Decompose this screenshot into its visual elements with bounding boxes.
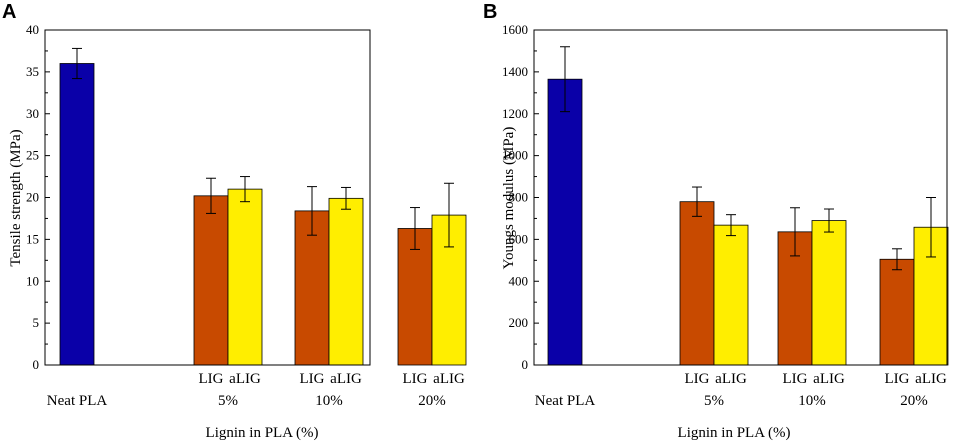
y-tick-label: 1600 [502,22,528,37]
bar-sublabel: LIG [300,371,325,387]
group-label: 20% [418,393,446,409]
bar-sublabel: aLIG [915,371,947,387]
group-label: 10% [798,393,826,409]
bar [193,195,229,366]
y-tick-label: 400 [509,273,529,288]
y-tick-label: 15 [26,231,39,246]
x-axis-title: Lignin in PLA (%) [678,425,791,441]
bar [59,63,95,366]
y-tick-label: 1000 [502,148,528,163]
panel-letter: A [2,1,16,23]
panel-a: A 0 5 10 15 20 25 30 35 40 Tensile strength (MPa) N… [2,1,467,441]
y-tick-label: 10 [26,273,39,288]
bar-sublabel: LIG [685,371,710,387]
y-tick-label: 35 [26,64,39,79]
y-tick-label: 5 [33,315,40,330]
y-axis-title: Youngs modulus (MPa) [501,127,517,270]
bar-sublabel: LIG [403,371,428,387]
bar-sublabel: aLIG [433,371,465,387]
bar-sublabel: aLIG [813,371,845,387]
bar [547,78,583,366]
y-tick-label: 1400 [502,64,528,79]
x-axis-title: Lignin in PLA (%) [206,425,319,441]
bar [713,224,749,366]
bar-sublabel: LIG [783,371,808,387]
bar [397,228,433,366]
y-tick-label: 800 [509,190,529,205]
bar-sublabel: aLIG [330,371,362,387]
group-label: Neat PLA [535,393,596,409]
panel-letter: B [483,1,497,23]
y-tick-label: 40 [26,22,39,37]
bar [679,201,715,366]
y-tick-label: 0 [522,357,529,372]
bar [811,220,847,366]
panel-b: B 0 200 400 600 800 1000 1200 1400 1600 Youngs mod… [483,1,949,441]
group-label: 20% [900,393,928,409]
group-label: 5% [218,393,238,409]
y-tick-label: 1200 [502,106,528,121]
group-label: 10% [315,393,343,409]
plot-frame [44,29,371,366]
plot-frame [533,29,948,366]
y-tick-label: 200 [509,315,529,330]
bar [328,197,364,366]
bar-sublabel: aLIG [715,371,747,387]
bar [227,188,263,366]
bar-sublabel: LIG [885,371,910,387]
y-tick-label: 30 [26,106,39,121]
group-label: Neat PLA [47,393,108,409]
y-tick-label: 20 [26,190,39,205]
y-tick-label: 25 [26,148,39,163]
bar [879,258,915,366]
bar-sublabel: aLIG [229,371,261,387]
bar-sublabel: LIG [199,371,224,387]
y-tick-label: 600 [509,231,529,246]
group-label: 5% [704,393,724,409]
y-tick-label: 0 [33,357,40,372]
y-axis-title: Tensile strength (MPa) [8,129,24,266]
